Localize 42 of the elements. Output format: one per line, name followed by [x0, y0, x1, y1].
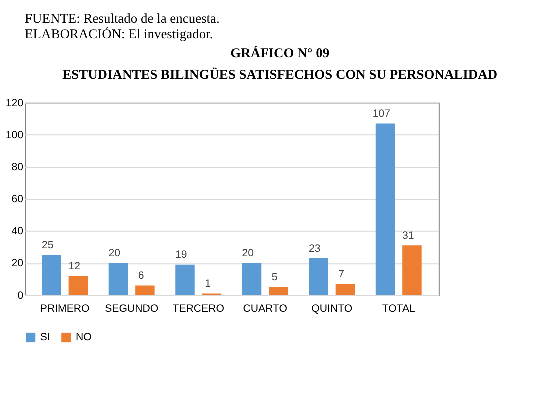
bar [176, 264, 195, 296]
data-label: 20 [242, 248, 254, 260]
bar [269, 287, 288, 296]
y-tick-label: 100 [6, 129, 24, 142]
chart-title: ESTUDIANTES BILINGÜES SATISFECHOS CON SU PERSONALIDAD [62, 66, 498, 82]
legend-label: NO [76, 332, 92, 344]
bar [136, 286, 155, 296]
data-label: 31 [402, 230, 414, 242]
data-label: 1 [205, 278, 212, 290]
source-note: FUENTE: Resultado de la encuesta. [25, 10, 220, 26]
data-label: 107 [372, 108, 391, 120]
data-label: 20 [108, 248, 121, 260]
bar [376, 124, 396, 296]
y-tick-label: 0 [18, 290, 24, 302]
chart-subtitle: GRÁFICO N° 09 [230, 46, 330, 61]
data-label: 5 [272, 272, 278, 284]
x-tick-label: SEGUNDO [105, 303, 159, 316]
y-tick-label: 20 [12, 258, 24, 270]
bar [402, 246, 422, 296]
y-tick-label: 80 [12, 161, 24, 174]
data-label: 23 [309, 242, 321, 255]
x-tick-label: CUARTO [243, 303, 288, 316]
x-tick-label: TOTAL [382, 303, 416, 316]
data-label: 25 [42, 240, 54, 252]
bar [336, 284, 356, 296]
y-tick-label: 60 [12, 194, 24, 206]
data-label: 19 [176, 249, 188, 262]
bar [108, 263, 128, 296]
x-tick-label: TERCERO [172, 303, 224, 316]
text: ELABORACIÓN: El investigador. [25, 26, 214, 42]
data-label: 6 [138, 270, 144, 282]
data-label: 7 [338, 268, 345, 280]
x-tick-label: PRIMERO [40, 303, 90, 316]
bar [68, 276, 88, 296]
bar [242, 263, 262, 296]
x-tick-label: QUINTO [312, 303, 353, 316]
data-label: 12 [68, 260, 81, 272]
legend-label: SI [40, 332, 50, 344]
y-tick-label: 120 [6, 97, 24, 110]
y-tick-label: 40 [12, 226, 24, 238]
bar [309, 258, 328, 296]
bar [42, 255, 62, 296]
